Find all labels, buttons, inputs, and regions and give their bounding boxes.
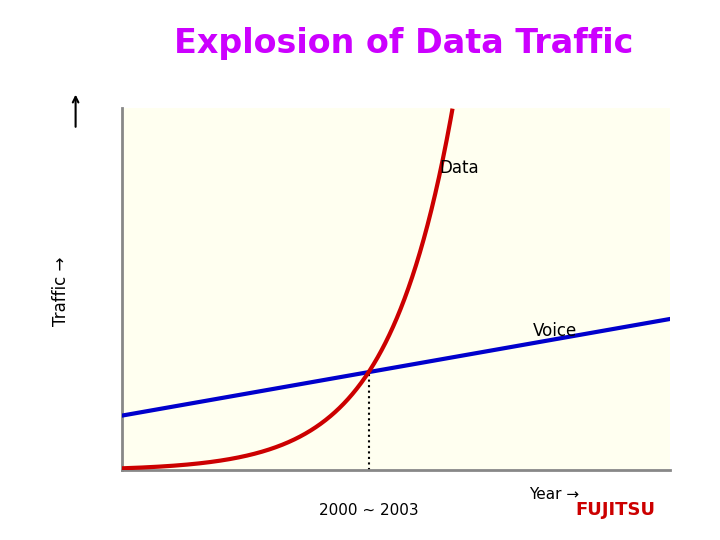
Text: Voice: Voice xyxy=(533,322,577,340)
Text: 2000 ~ 2003: 2000 ~ 2003 xyxy=(320,503,419,518)
Text: Explosion of Data Traffic: Explosion of Data Traffic xyxy=(174,26,633,60)
Text: Traffic →: Traffic → xyxy=(53,257,71,326)
Text: FUJITSU: FUJITSU xyxy=(575,501,656,519)
Text: Year →: Year → xyxy=(529,487,580,502)
Text: Data: Data xyxy=(440,159,480,177)
